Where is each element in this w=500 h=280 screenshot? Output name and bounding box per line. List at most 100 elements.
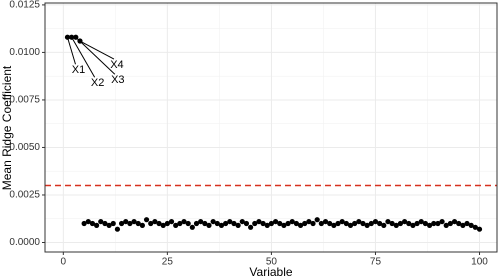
point <box>243 220 250 227</box>
point <box>447 220 453 227</box>
point <box>164 220 170 227</box>
point <box>160 222 166 228</box>
x-tick-label: 75 <box>370 257 382 268</box>
point <box>476 226 483 232</box>
point <box>451 218 458 225</box>
point <box>156 220 162 227</box>
point <box>252 220 258 227</box>
point <box>426 222 433 228</box>
point <box>343 220 349 227</box>
point <box>464 220 470 227</box>
point <box>177 220 183 227</box>
y-axis-title: Mean Ridge Coefficient <box>0 65 14 190</box>
point <box>306 218 312 225</box>
point <box>302 220 308 227</box>
point <box>239 218 245 225</box>
y-tick-label: 0.0100 <box>9 47 40 58</box>
point <box>202 220 208 227</box>
point <box>235 222 241 228</box>
point <box>472 224 478 230</box>
point <box>360 220 366 227</box>
point <box>268 220 275 227</box>
annotation-segment <box>71 36 96 78</box>
point <box>352 220 358 227</box>
point <box>106 222 112 228</box>
point <box>468 222 474 228</box>
point <box>143 217 150 223</box>
point <box>218 222 225 228</box>
point <box>223 220 229 227</box>
point <box>102 220 108 227</box>
x-tick-label: 50 <box>266 257 278 268</box>
point <box>152 218 158 225</box>
point <box>397 220 404 227</box>
point <box>110 220 116 227</box>
x-tick-label: 100 <box>471 257 488 268</box>
point <box>347 222 354 228</box>
point <box>81 220 87 227</box>
point <box>339 218 345 225</box>
point <box>206 222 212 228</box>
y-tick-label: 0.0075 <box>9 95 40 106</box>
point <box>260 220 266 227</box>
point <box>356 218 362 225</box>
point <box>368 220 374 227</box>
x-tick-label: 25 <box>162 257 174 268</box>
point <box>114 226 121 232</box>
point <box>189 224 195 230</box>
point <box>272 218 279 225</box>
point <box>185 220 191 227</box>
point <box>431 220 437 227</box>
point <box>198 218 204 225</box>
point <box>256 218 262 225</box>
point <box>402 218 408 225</box>
point <box>281 222 287 228</box>
annotation: X2 <box>91 77 104 89</box>
point <box>364 222 370 228</box>
point <box>414 220 420 227</box>
point <box>118 220 125 227</box>
x-tick-label: 0 <box>61 257 67 268</box>
point <box>181 218 187 225</box>
annotation: X4 <box>110 59 123 71</box>
point <box>248 224 254 230</box>
point <box>318 220 324 227</box>
point <box>327 220 333 227</box>
point <box>439 218 445 225</box>
point <box>331 222 337 228</box>
point <box>381 222 387 228</box>
point <box>418 218 424 225</box>
point <box>131 218 137 225</box>
annotation-segment <box>75 36 116 75</box>
point <box>389 220 395 227</box>
point <box>377 220 383 227</box>
point <box>310 220 316 227</box>
point <box>85 218 91 225</box>
point <box>314 217 320 223</box>
point <box>98 218 104 225</box>
y-tick-label: 0.0050 <box>9 142 40 153</box>
point <box>148 220 154 227</box>
point <box>297 222 304 228</box>
point <box>173 222 179 228</box>
y-tick-label: 0.0000 <box>9 237 40 248</box>
point <box>277 220 283 227</box>
point <box>422 220 429 227</box>
point <box>435 220 441 227</box>
point <box>393 222 399 228</box>
point <box>168 218 175 225</box>
point <box>322 218 329 225</box>
point <box>293 220 299 227</box>
point <box>227 218 233 225</box>
y-tick-label: 0.0025 <box>9 190 40 201</box>
point <box>264 222 270 228</box>
point <box>456 220 462 227</box>
point <box>127 220 133 227</box>
point <box>289 218 295 225</box>
point <box>385 218 391 225</box>
x-axis-title: Variable <box>249 265 292 279</box>
point <box>285 220 291 227</box>
point <box>123 218 129 225</box>
point <box>460 222 466 228</box>
